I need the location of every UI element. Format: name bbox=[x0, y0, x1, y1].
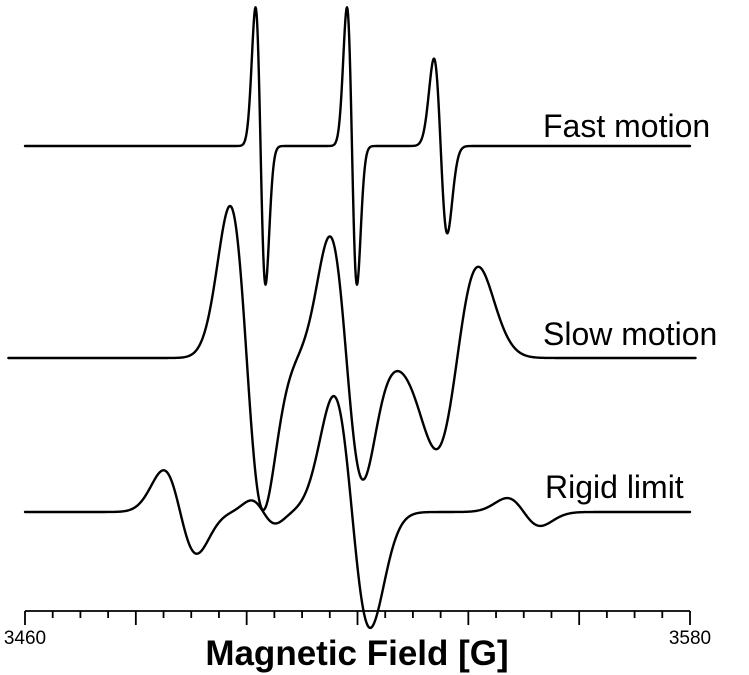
x-axis: 3460 3580 Magnetic Field [G] bbox=[4, 610, 711, 673]
series-labels-group: Fast motion Slow motion Rigid limit bbox=[543, 108, 717, 505]
x-ticks-group bbox=[24, 611, 691, 625]
series-label-2: Slow motion bbox=[543, 316, 717, 352]
spectrum-line-3 bbox=[23, 394, 692, 630]
x-tick-labels-group: 3460 3580 bbox=[4, 628, 711, 649]
spectra-group bbox=[7, 6, 697, 630]
spectrum-line-1 bbox=[23, 6, 692, 286]
x-tick-label-1: 3460 bbox=[4, 628, 46, 649]
series-label-3: Rigid limit bbox=[545, 469, 684, 505]
x-axis-title: Magnetic Field [G] bbox=[205, 634, 508, 673]
spectrum-line-2 bbox=[7, 204, 697, 512]
x-tick-label-2: 3580 bbox=[669, 628, 711, 649]
series-label-1: Fast motion bbox=[543, 108, 710, 144]
